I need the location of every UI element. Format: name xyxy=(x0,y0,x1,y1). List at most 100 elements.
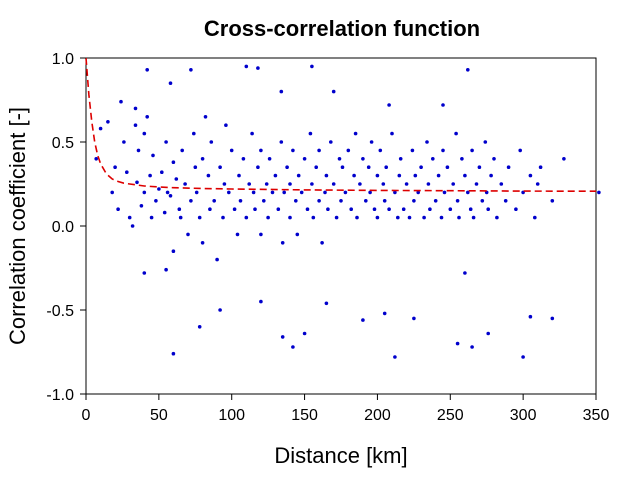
data-point xyxy=(426,182,431,186)
data-point xyxy=(197,325,202,329)
data-point xyxy=(149,215,154,220)
data-point xyxy=(282,190,287,195)
data-point xyxy=(412,199,416,203)
data-point xyxy=(404,182,409,186)
data-point xyxy=(445,165,450,169)
data-point xyxy=(133,123,138,127)
y-axis-label: Correlation coefficient [-] xyxy=(5,107,30,345)
data-point xyxy=(160,170,164,174)
data-point xyxy=(270,190,275,195)
data-point xyxy=(375,215,380,220)
data-point xyxy=(305,207,310,211)
data-point xyxy=(413,173,418,178)
data-point xyxy=(296,173,301,178)
y-tick-label: 0.5 xyxy=(52,135,74,152)
data-point xyxy=(229,148,234,153)
data-points xyxy=(94,64,601,359)
data-point xyxy=(489,173,493,178)
data-point xyxy=(241,157,246,161)
data-point xyxy=(251,190,256,195)
data-point xyxy=(276,207,281,211)
data-point xyxy=(162,210,167,215)
data-point xyxy=(340,165,345,169)
data-point xyxy=(127,215,132,220)
x-tick-label: 250 xyxy=(437,407,464,424)
data-point xyxy=(194,190,199,195)
data-point xyxy=(189,199,193,203)
data-point xyxy=(208,207,212,211)
data-point xyxy=(454,131,458,136)
data-point xyxy=(398,157,403,161)
data-point xyxy=(273,173,278,178)
data-point xyxy=(393,355,397,359)
data-point xyxy=(419,165,423,169)
data-point xyxy=(486,207,491,211)
data-point xyxy=(550,199,555,203)
data-point xyxy=(135,180,139,185)
data-point xyxy=(480,199,485,203)
data-point xyxy=(266,215,270,220)
data-point xyxy=(259,299,263,304)
data-point xyxy=(477,165,482,169)
data-point xyxy=(361,318,365,322)
data-point xyxy=(212,199,216,203)
data-point xyxy=(455,199,460,203)
data-point xyxy=(372,207,377,211)
data-point xyxy=(460,157,464,161)
data-point xyxy=(238,199,243,203)
data-point xyxy=(538,165,543,169)
x-tick-label: 100 xyxy=(218,407,245,424)
data-point xyxy=(384,165,389,169)
data-point xyxy=(119,99,123,104)
data-point xyxy=(253,207,257,211)
data-point xyxy=(174,177,179,181)
data-point xyxy=(368,190,372,195)
x-tick-label: 150 xyxy=(291,407,318,424)
plot-frame xyxy=(85,57,597,395)
x-tick-label: 50 xyxy=(150,407,168,424)
data-point xyxy=(151,153,155,158)
data-point xyxy=(264,182,269,186)
y-tick-label: -0.5 xyxy=(46,303,74,320)
x-tick-label: 0 xyxy=(82,407,91,424)
data-point xyxy=(193,165,198,169)
data-point xyxy=(514,207,518,211)
data-point xyxy=(232,207,237,211)
y-tick-label: -1.0 xyxy=(46,387,74,404)
data-point xyxy=(222,182,227,186)
data-point xyxy=(98,126,103,131)
data-point xyxy=(466,190,470,195)
x-axis-ticks: 0 50 100 150 200 250 300 350 xyxy=(82,394,610,424)
data-point xyxy=(407,215,412,220)
fitted-curve xyxy=(85,57,597,192)
data-point xyxy=(200,241,205,245)
data-point xyxy=(125,170,129,174)
data-point xyxy=(302,157,307,161)
data-point xyxy=(324,173,329,178)
data-point xyxy=(339,199,343,203)
data-point xyxy=(410,148,415,153)
chart-title: Cross-correlation function xyxy=(204,16,480,41)
data-point xyxy=(401,207,406,211)
data-point xyxy=(237,173,241,178)
data-point xyxy=(471,215,476,220)
data-point xyxy=(364,199,368,203)
data-point xyxy=(227,190,231,195)
data-point xyxy=(142,190,147,195)
data-point xyxy=(311,215,316,220)
data-point xyxy=(280,335,285,339)
data-point xyxy=(468,207,473,211)
x-tick-label: 350 xyxy=(583,407,610,424)
data-point xyxy=(353,131,358,136)
data-point xyxy=(343,190,348,195)
data-point xyxy=(224,123,228,127)
data-point xyxy=(535,182,540,186)
data-point xyxy=(244,215,249,220)
data-point xyxy=(361,157,365,161)
data-point xyxy=(470,148,474,153)
data-point xyxy=(455,341,460,346)
data-point xyxy=(310,64,314,69)
data-point xyxy=(463,271,467,275)
data-point xyxy=(329,140,333,144)
data-point xyxy=(439,215,444,220)
